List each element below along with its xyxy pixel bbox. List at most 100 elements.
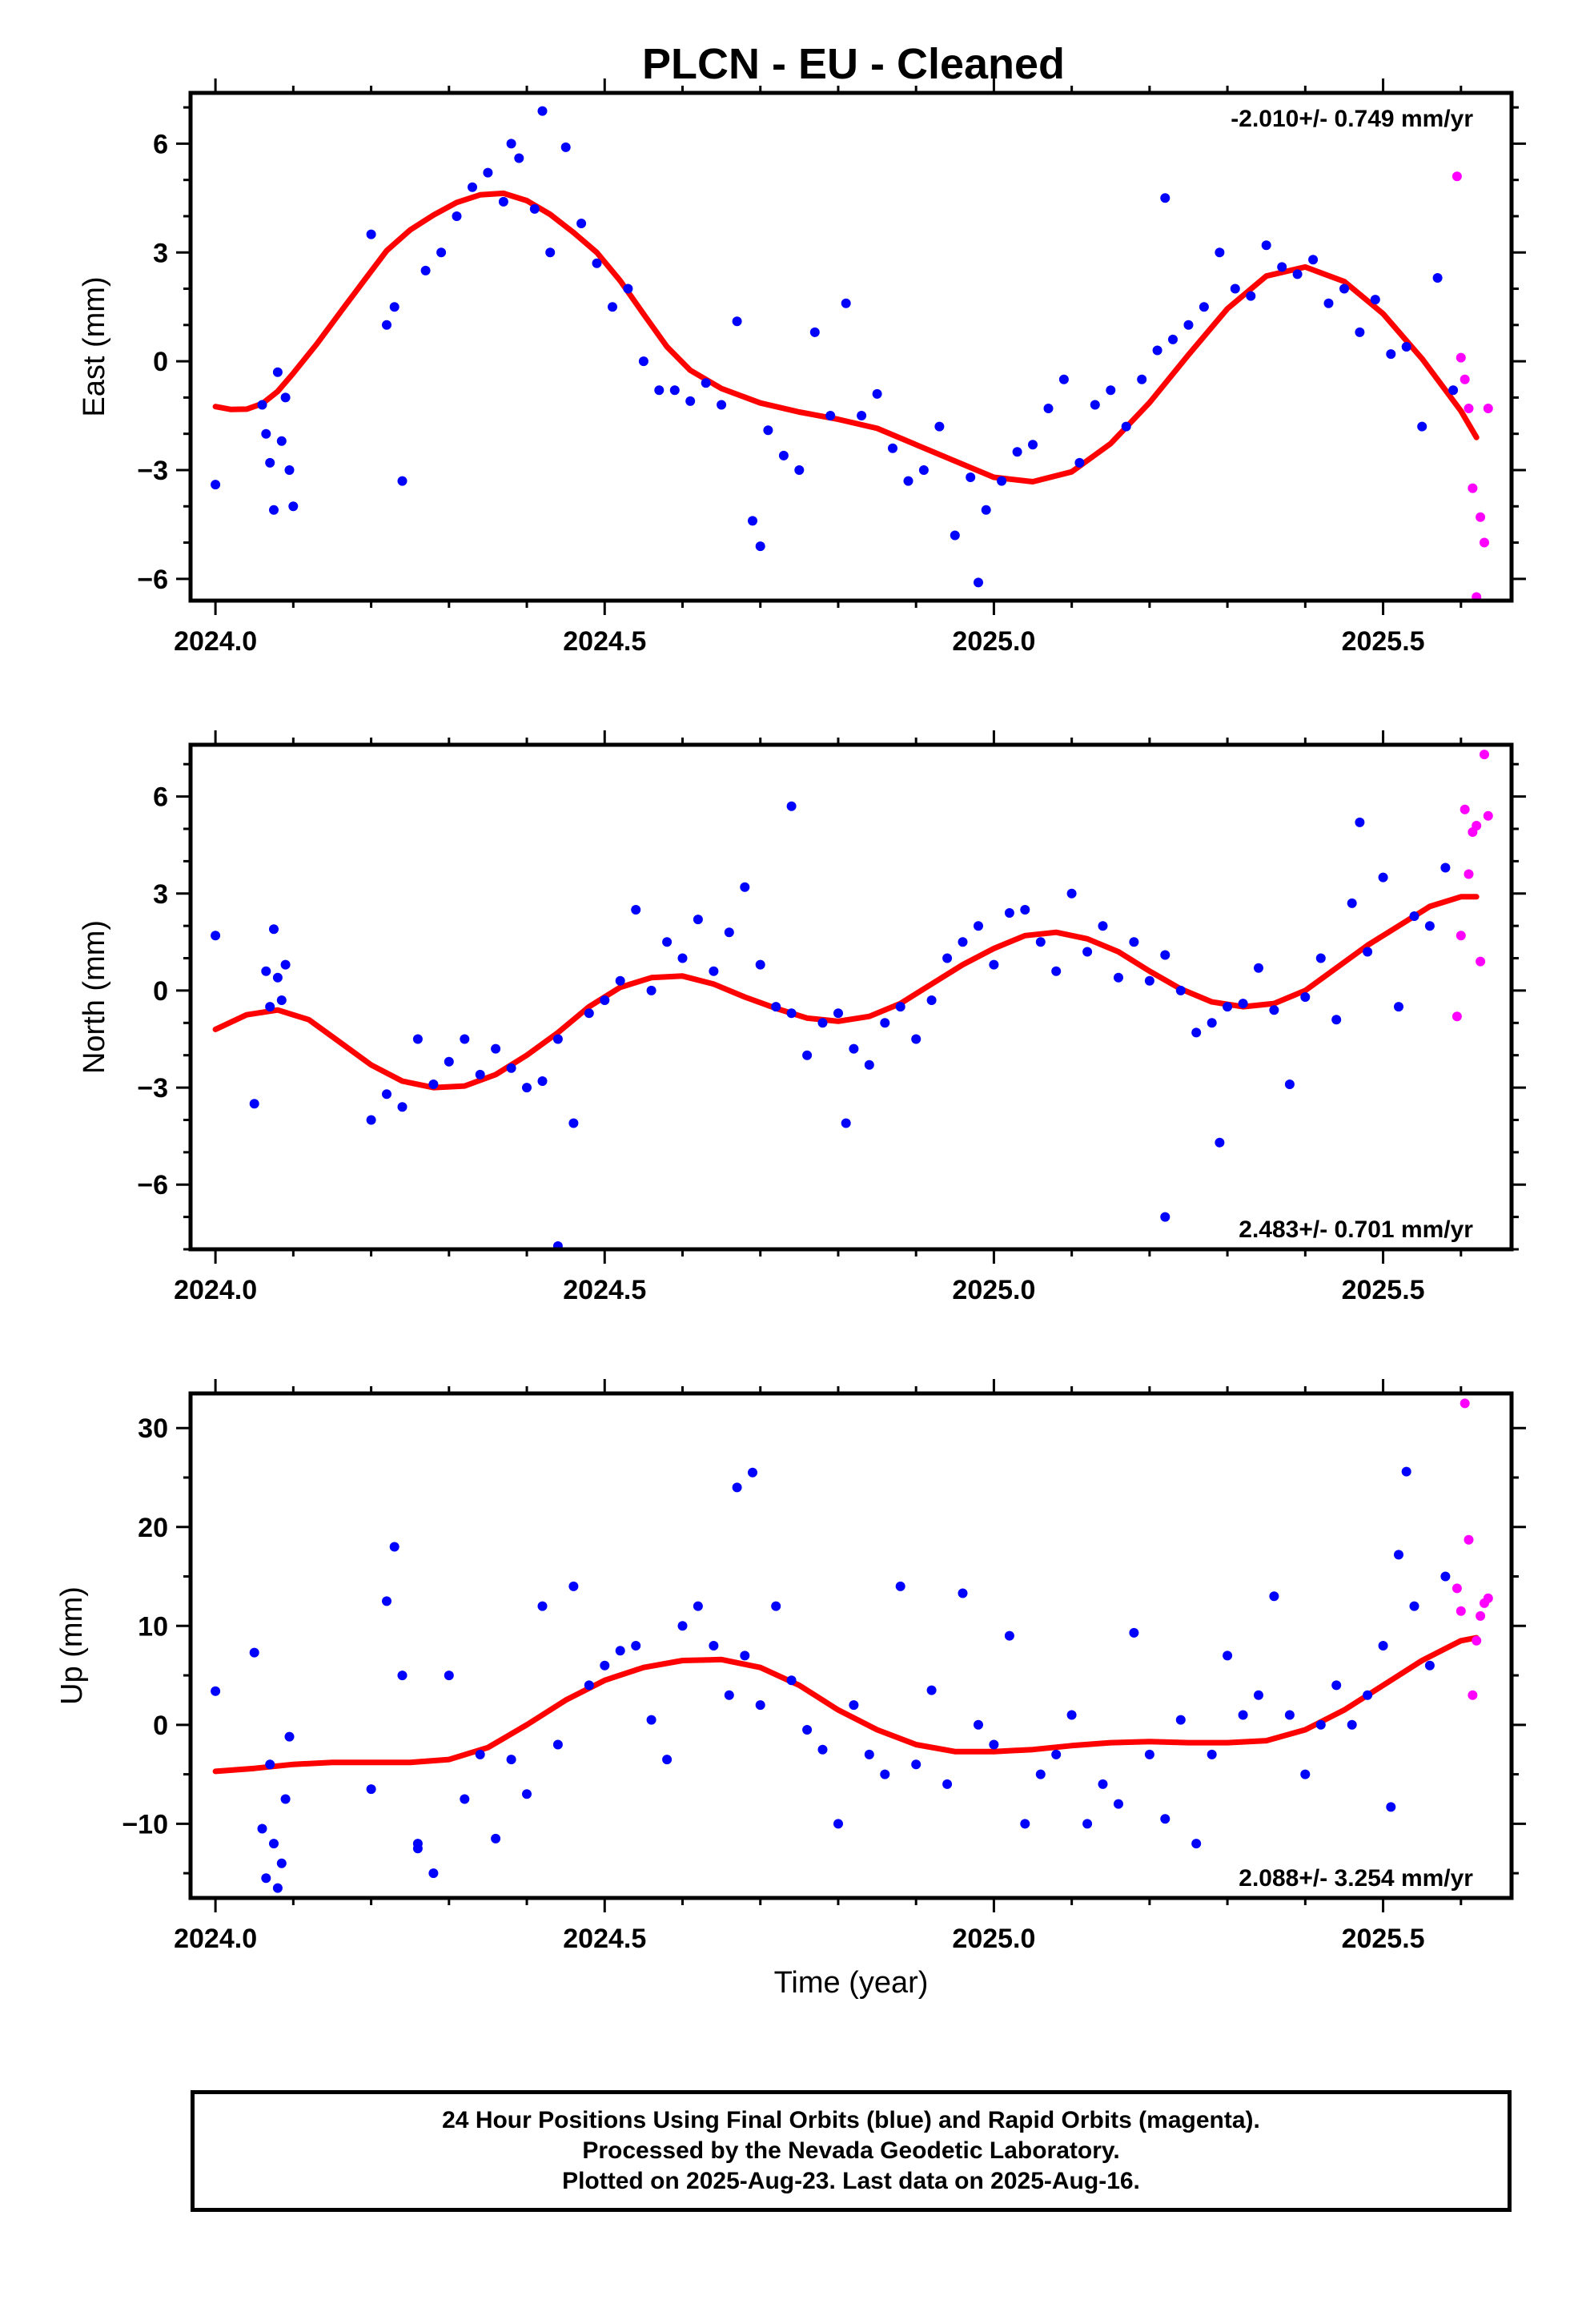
north-final-point — [864, 1059, 874, 1070]
north-final-point — [382, 1089, 391, 1100]
up-y-tick-label: 20 — [138, 1513, 168, 1543]
north-final-point — [1098, 921, 1108, 931]
north-final-point — [269, 924, 279, 935]
north-rapid-point — [1456, 931, 1466, 941]
up-rate-label: 2.088+/- 3.254 mm/yr — [1239, 1865, 1473, 1892]
up-rapid-point — [1483, 1593, 1493, 1603]
east-final-point — [1121, 421, 1131, 432]
north-final-point — [1191, 1027, 1202, 1038]
east-final-point — [794, 465, 805, 475]
up-rapid-point — [1452, 1583, 1462, 1594]
east-final-point — [841, 298, 851, 308]
north-axis-label: North (mm) — [78, 920, 111, 1074]
north-final-point — [1331, 1015, 1342, 1025]
east-final-point — [966, 472, 976, 482]
up-final-point — [1082, 1819, 1093, 1829]
east-rapid-point — [1460, 374, 1470, 384]
east-final-point — [269, 505, 279, 515]
up-final-point — [786, 1675, 797, 1686]
north-final-point — [989, 959, 999, 970]
north-final-point — [974, 921, 983, 931]
north-final-point — [460, 1034, 470, 1044]
north-rapid-point — [1452, 1011, 1462, 1022]
up-final-point — [276, 1858, 287, 1868]
east-final-point — [809, 327, 820, 337]
up-final-point — [1269, 1591, 1279, 1602]
north-final-point — [755, 959, 765, 970]
east-final-point — [1277, 262, 1287, 272]
up-final-point — [958, 1588, 968, 1598]
east-rapid-point — [1483, 404, 1493, 413]
north-final-point — [1238, 999, 1248, 1009]
up-final-point — [1144, 1749, 1154, 1759]
east-final-point — [537, 106, 548, 116]
up-final-point — [1284, 1710, 1295, 1720]
east-final-point — [981, 505, 991, 515]
up-final-point — [366, 1784, 376, 1795]
east-final-point — [685, 396, 696, 406]
up-final-point — [926, 1685, 937, 1695]
up-final-point — [280, 1794, 291, 1804]
east-y-tick-label: −3 — [137, 456, 168, 486]
east-final-point — [903, 476, 913, 486]
up-axis-label: Up (mm) — [55, 1586, 89, 1705]
up-final-point — [1066, 1710, 1077, 1720]
up-y-tick-label: 0 — [153, 1711, 168, 1741]
east-final-point — [452, 211, 462, 221]
north-final-point — [366, 1115, 376, 1125]
north-final-point — [1114, 972, 1123, 983]
up-final-point — [249, 1647, 259, 1658]
north-final-point — [646, 985, 656, 995]
north-final-point — [1207, 1018, 1217, 1028]
east-final-point — [1090, 400, 1100, 410]
north-final-point — [1129, 937, 1139, 947]
up-final-point — [1004, 1630, 1014, 1641]
east-y-tick-label: 3 — [153, 238, 168, 268]
east-x-tick-label: 2025.5 — [1342, 626, 1425, 657]
east-final-point — [1152, 345, 1162, 356]
east-final-point — [1168, 334, 1178, 344]
east-final-point — [468, 182, 477, 192]
north-final-point — [1284, 1080, 1295, 1089]
east-final-point — [1230, 283, 1240, 294]
up-final-point — [1114, 1799, 1123, 1809]
east-final-point — [763, 425, 773, 436]
up-panel: 2024.0 2024.5 2025.0 2025.5 30 20 10 0 −10 Up (m… — [55, 1379, 1526, 2000]
north-final-point — [412, 1034, 423, 1044]
up-final-point — [1315, 1719, 1326, 1730]
north-final-point — [802, 1050, 813, 1060]
east-y-tick-label: 6 — [153, 129, 168, 159]
east-model-line — [212, 190, 1480, 485]
east-final-point — [1432, 273, 1443, 283]
north-final-point — [444, 1056, 454, 1067]
east-final-point — [592, 258, 602, 268]
east-final-point — [732, 316, 742, 327]
east-final-point — [1043, 404, 1054, 413]
up-final-point — [568, 1581, 579, 1591]
up-final-point — [269, 1839, 279, 1849]
north-final-point — [280, 959, 291, 970]
up-rapid-point — [1464, 1534, 1474, 1545]
up-final-point — [1160, 1814, 1170, 1824]
east-final-point — [257, 400, 267, 410]
up-final-point — [1300, 1769, 1311, 1779]
north-final-point — [771, 1002, 781, 1012]
caption-line-2: Processed by the Nevada Geodetic Laborat… — [582, 2137, 1120, 2164]
north-y-tick-label: 6 — [153, 782, 168, 813]
east-final-point — [560, 142, 571, 152]
east-plot-frame — [188, 90, 1514, 603]
up-plot-frame — [188, 1391, 1514, 1900]
up-final-point — [1347, 1719, 1357, 1730]
north-final-point — [491, 1043, 501, 1054]
north-rate-label: 2.483+/- 0.701 mm/yr — [1239, 1216, 1473, 1243]
up-final-point — [428, 1868, 439, 1879]
up-model-line — [212, 1634, 1480, 1775]
north-final-point — [211, 931, 221, 941]
east-final-point — [272, 367, 283, 377]
east-rate-label: -2.010+/- 0.749 mm/yr — [1231, 106, 1473, 132]
east-final-point — [211, 480, 221, 490]
up-rapid-point — [1476, 1610, 1486, 1621]
up-final-point — [389, 1542, 400, 1552]
north-final-point — [568, 1118, 579, 1128]
